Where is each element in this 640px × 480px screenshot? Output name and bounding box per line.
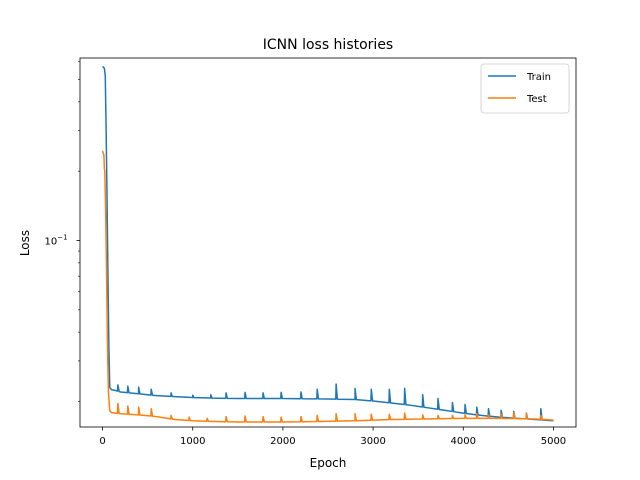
- legend-box: [480, 63, 570, 114]
- series-line-train: [102, 65, 554, 422]
- x-tick-label: 5000: [541, 436, 566, 447]
- legend-label-train: Train: [526, 72, 551, 83]
- x-tick-label: 3000: [360, 436, 385, 447]
- x-tick-label: 1000: [180, 436, 205, 447]
- y-axis: 10−1: [44, 60, 80, 402]
- series-layer: [101, 65, 554, 423]
- x-axis: 0 1000 2000 3000 4000 5000: [99, 427, 566, 447]
- legend-label-test: Test: [526, 94, 547, 105]
- y-axis-label: Loss: [18, 230, 32, 256]
- legend: Train Test: [480, 63, 570, 114]
- series-line-test: [101, 150, 554, 423]
- x-tick-label: 0: [99, 436, 105, 447]
- x-axis-label: Epoch: [310, 456, 347, 470]
- plot-frame: [79, 57, 577, 428]
- chart-title: ICNN loss histories: [263, 37, 393, 53]
- x-tick-label: 2000: [270, 436, 295, 447]
- plot-area: [101, 65, 554, 423]
- y-tick-label: 10−1: [44, 234, 67, 248]
- x-tick-label: 4000: [451, 436, 476, 447]
